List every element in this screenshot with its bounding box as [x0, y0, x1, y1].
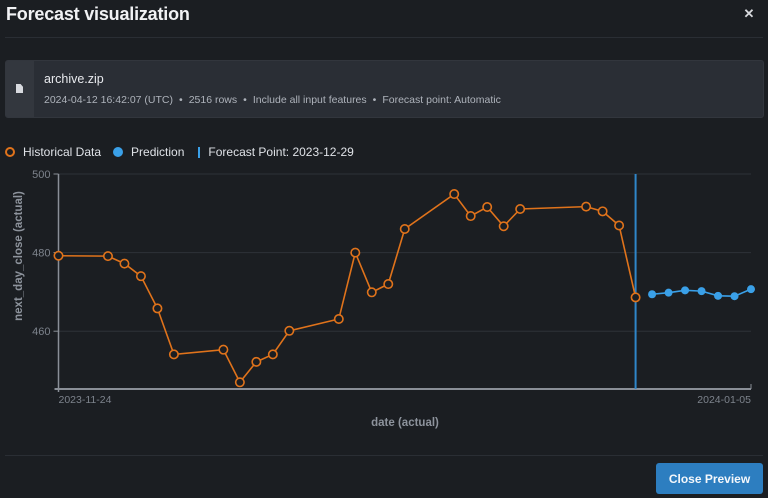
meta-separator: •	[243, 94, 247, 106]
meta-separator: •	[372, 94, 377, 106]
dataset-card: archive.zip 2024-04-12 16:42:07 (UTC) • 25…	[5, 60, 764, 118]
historical-point[interactable]	[383, 279, 394, 290]
footer-divider	[5, 455, 763, 456]
historical-point[interactable]	[284, 325, 295, 336]
historical-point[interactable]	[482, 202, 493, 213]
forecast-point-setting: Forecast point: Automatic	[382, 94, 501, 106]
historical-point[interactable]	[218, 344, 229, 355]
historical-marker-icon	[5, 147, 15, 157]
historical-point[interactable]	[630, 292, 641, 303]
legend-historical: Historical Data	[23, 145, 102, 159]
historical-line	[58, 192, 637, 384]
historical-point[interactable]	[350, 247, 361, 258]
historical-point[interactable]	[119, 258, 130, 269]
meta-separator: •	[179, 94, 183, 106]
upload-timestamp: 2024-04-12 16:42:07 (UTC)	[44, 94, 173, 106]
historical-point[interactable]	[515, 203, 526, 214]
close-icon[interactable]: ✕	[743, 6, 755, 21]
historical-point[interactable]	[333, 314, 344, 325]
historical-point[interactable]	[53, 250, 64, 261]
historical-point[interactable]	[465, 211, 476, 222]
close-preview-button[interactable]: Close Preview	[656, 463, 763, 494]
y-axis-title: next_day_close (actual)	[13, 191, 25, 321]
historical-point[interactable]	[267, 349, 278, 360]
historical-point[interactable]	[152, 303, 163, 314]
forecast-chart: 460 480 500 2023-11-24 2024-01-05 date (actua…	[13, 169, 755, 429]
prediction-point[interactable]	[648, 290, 657, 299]
y-tick-label: 480	[32, 248, 50, 260]
legend-forecast-point: Forecast Point: 2023-12-29	[208, 145, 354, 159]
file-icon	[16, 84, 23, 93]
historical-point[interactable]	[135, 271, 146, 282]
y-tick-label: 460	[32, 326, 50, 338]
historical-point[interactable]	[581, 201, 592, 212]
prediction-point[interactable]	[747, 285, 755, 294]
chart-legend: Historical Data Prediction Forecast Poin…	[5, 144, 354, 160]
dataset-meta: 2024-04-12 16:42:07 (UTC) • 2516 rows • Incl…	[44, 94, 501, 106]
historical-point[interactable]	[251, 356, 262, 367]
header-divider	[5, 37, 763, 38]
dataset-name: archive.zip	[44, 72, 104, 86]
prediction-point[interactable]	[664, 288, 673, 297]
forecast-point-line-icon	[198, 146, 201, 158]
historical-point[interactable]	[102, 251, 113, 262]
prediction-point[interactable]	[730, 292, 739, 301]
prediction-point[interactable]	[681, 286, 690, 295]
dialog-title: Forecast visualization	[6, 4, 190, 24]
prediction-point[interactable]	[714, 291, 723, 300]
card-icon-strip	[6, 61, 34, 117]
historical-point[interactable]	[597, 206, 608, 217]
x-axis-title: date (actual)	[371, 417, 439, 429]
y-tick-label: 500	[32, 169, 50, 181]
historical-point[interactable]	[168, 349, 179, 360]
x-tick-label: 2024-01-05	[697, 394, 751, 406]
prediction-marker-icon	[113, 147, 124, 157]
historical-point[interactable]	[234, 377, 245, 388]
historical-point[interactable]	[614, 220, 625, 231]
historical-point[interactable]	[498, 221, 509, 232]
historical-point[interactable]	[399, 224, 410, 235]
row-count: 2516 rows	[188, 94, 238, 106]
historical-point[interactable]	[366, 287, 377, 298]
x-tick-label: 2023-11-24	[59, 394, 112, 406]
legend-prediction: Prediction	[131, 145, 185, 159]
historical-point[interactable]	[449, 189, 460, 200]
feature-setting: Include all input features	[252, 94, 367, 106]
prediction-point[interactable]	[697, 287, 706, 296]
